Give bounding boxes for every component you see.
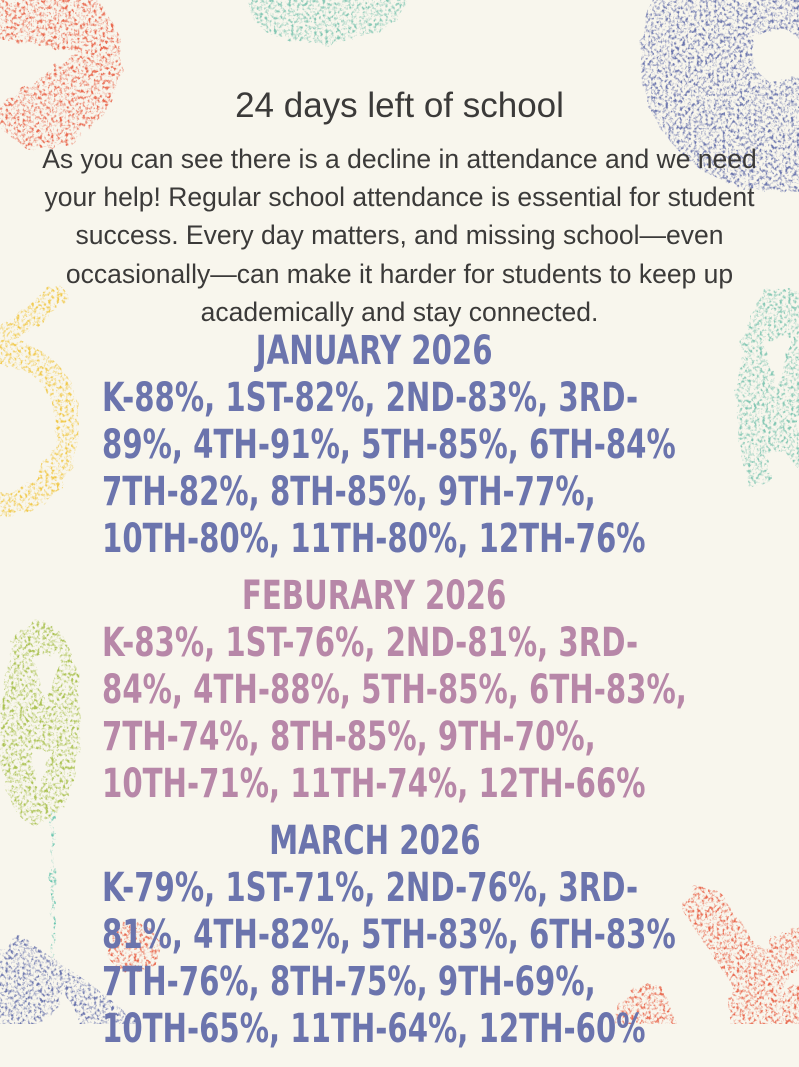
month-section-january: JANUARY 2026 K-88%, 1ST-82%, 2ND-83%, 3R… bbox=[102, 328, 722, 567]
attendance-line: 10TH-80%, 11TH-80%, 12TH-76% bbox=[102, 516, 646, 562]
attendance-line: 89%, 4TH-91%, 5TH-85%, 6TH-84% bbox=[102, 422, 676, 468]
stem-line bbox=[51, 812, 55, 960]
brush-triangle-bottom-icon bbox=[616, 984, 678, 1024]
brush-x-bottom-right-icon bbox=[685, 887, 799, 1024]
brush-oval-top-icon bbox=[248, 0, 412, 45]
intro-line: academically and stay connected. bbox=[200, 296, 599, 327]
attendance-line: 10TH-71%, 11TH-74%, 12TH-66% bbox=[102, 761, 646, 807]
attendance-line: 7TH-82%, 8TH-85%, 9TH-77%, bbox=[102, 469, 596, 515]
brush-stroke-bottom-left-icon bbox=[0, 935, 141, 1024]
intro-line: As you can see there is a decline in att… bbox=[42, 144, 757, 174]
attendance-line: 7TH-74%, 8TH-85%, 9TH-70%, bbox=[102, 714, 596, 760]
flyer-content: 24 days left of school As you can see th… bbox=[0, 86, 799, 1049]
attendance-line: K-88%, 1ST-82%, 2ND-83%, 3RD- bbox=[102, 375, 639, 421]
brush-decorations bbox=[0, 0, 799, 1024]
brush-zero-top-right-icon bbox=[640, 0, 799, 193]
attendance-sections: JANUARY 2026 K-88%, 1ST-82%, 2ND-83%, 3R… bbox=[102, 328, 722, 1067]
month-section-march: MARCH 2026 K-79%, 1ST-71%, 2ND-76%, 3RD-… bbox=[102, 818, 722, 1057]
brush-digit-4-right-icon bbox=[736, 287, 799, 490]
month-heading: FEBURARY 2026 bbox=[242, 573, 507, 619]
brush-dot-bottom-icon bbox=[107, 922, 159, 972]
month-heading: JANUARY 2026 bbox=[256, 328, 493, 374]
brush-digit-6-left-icon bbox=[0, 622, 81, 824]
intro-line: your help! Regular school attendance is … bbox=[44, 182, 755, 213]
month-heading: MARCH 2026 bbox=[268, 818, 481, 864]
attendance-line: K-79%, 1ST-71%, 2ND-76%, 3RD- bbox=[102, 865, 639, 911]
attendance-line: K-83%, 1ST-76%, 2ND-81%, 3RD- bbox=[102, 620, 639, 666]
attendance-line: 10TH-65%, 11TH-64%, 12TH-60% bbox=[102, 1006, 646, 1052]
intro-line: success. Every day matters, and missing … bbox=[75, 220, 724, 251]
brush-digit-5-left-icon bbox=[0, 285, 81, 518]
attendance-line: 81%, 4TH-82%, 5TH-83%, 6TH-83% bbox=[102, 912, 676, 958]
month-section-feburary: FEBURARY 2026 K-83%, 1ST-76%, 2ND-81%, 3… bbox=[102, 573, 722, 812]
intro-paragraph: As you can see there is a decline in att… bbox=[0, 140, 799, 331]
attendance-line: 7TH-76%, 8TH-75%, 9TH-69%, bbox=[102, 959, 596, 1005]
brush-digit-top-left-icon bbox=[0, 0, 122, 149]
page-title: 24 days left of school bbox=[235, 86, 564, 125]
attendance-line: 84%, 4TH-88%, 5TH-85%, 6TH-83%, bbox=[102, 667, 687, 713]
intro-line: occasionally—can make it harder for stud… bbox=[65, 258, 734, 289]
